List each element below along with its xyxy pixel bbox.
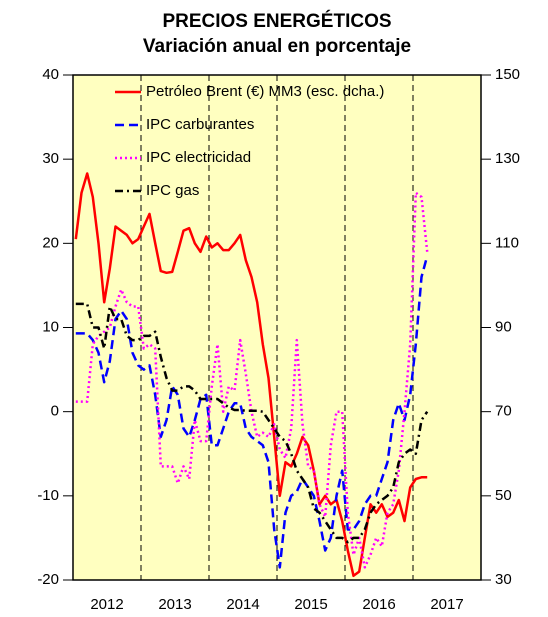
x-tick-label: 2012 bbox=[90, 596, 123, 613]
series-line bbox=[74, 172, 428, 578]
series-line bbox=[75, 191, 429, 569]
y2-tick-label: 150 bbox=[495, 66, 520, 83]
plot-frame bbox=[72, 74, 482, 581]
series-line bbox=[75, 302, 429, 544]
y-tick-label: 0 bbox=[51, 403, 59, 420]
y2-tick-label: 30 bbox=[495, 571, 512, 588]
series-line bbox=[75, 255, 429, 569]
y-tick-label: 10 bbox=[42, 318, 59, 335]
y-tick-label: 20 bbox=[42, 234, 59, 251]
y-tick-label: 40 bbox=[42, 66, 59, 83]
chart-subtitle: Variación anual en porcentaje bbox=[143, 36, 411, 57]
legend-label: Petróleo Brent (€) MM3 (esc. dcha.) bbox=[146, 83, 384, 100]
legend-label: IPC carburantes bbox=[146, 116, 254, 133]
legend-label: IPC gas bbox=[146, 182, 199, 199]
x-tick-label: 2017 bbox=[430, 596, 463, 613]
x-tick-label: 2014 bbox=[226, 596, 259, 613]
y-tick-label: -10 bbox=[37, 487, 59, 504]
legend-label: IPC electricidad bbox=[146, 149, 251, 166]
y2-tick-label: 50 bbox=[495, 487, 512, 504]
x-tick-label: 2015 bbox=[294, 596, 327, 613]
y2-tick-label: 70 bbox=[495, 403, 512, 420]
x-tick-label: 2013 bbox=[158, 596, 191, 613]
y2-tick-label: 110 bbox=[495, 234, 519, 251]
y-tick-label: 30 bbox=[42, 150, 59, 167]
y-tick-label: -20 bbox=[37, 571, 59, 588]
y2-tick-label: 130 bbox=[495, 150, 520, 167]
x-tick-label: 2016 bbox=[362, 596, 395, 613]
chart-title: PRECIOS ENERGÉTICOS bbox=[162, 10, 391, 32]
y2-tick-label: 90 bbox=[495, 318, 512, 335]
